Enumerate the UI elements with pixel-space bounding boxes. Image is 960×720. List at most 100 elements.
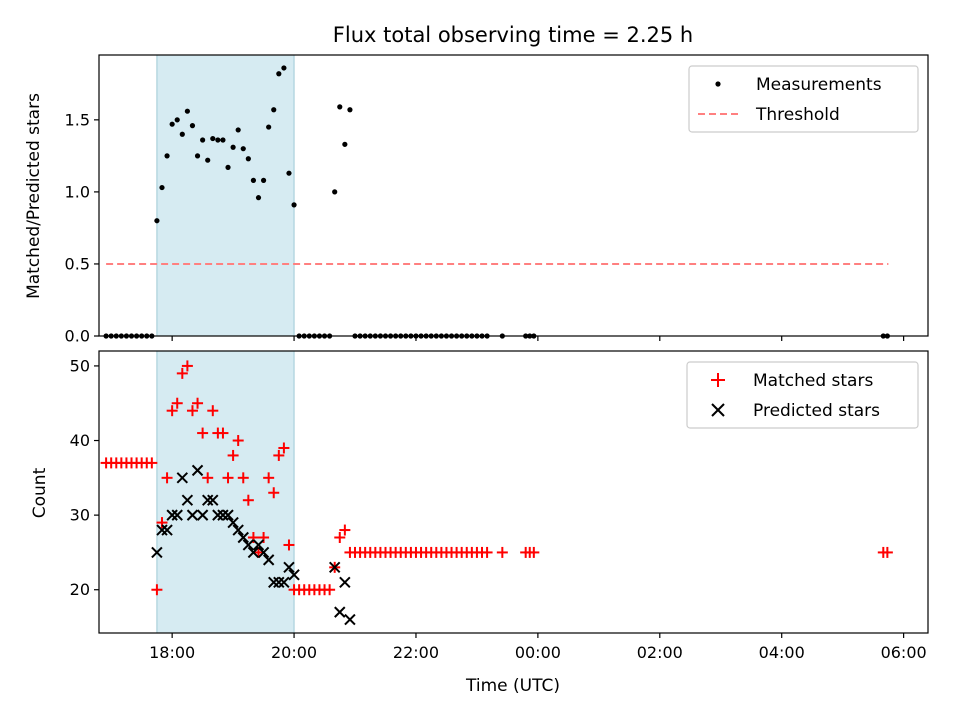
measurement-point: [286, 170, 292, 176]
measurement-point: [215, 137, 221, 143]
top-plot-frame: [98, 54, 929, 337]
y-tick-label: 1.5: [65, 110, 90, 129]
legend-matched-label: Matched stars: [753, 371, 873, 391]
matched-star-point: [237, 472, 249, 484]
measurement-point: [260, 177, 267, 183]
measurement-point: [271, 107, 277, 113]
matched-star-point: [222, 472, 234, 484]
predicted-star-point: [262, 554, 275, 566]
matched-star-point: [186, 405, 198, 417]
predicted-star-point: [283, 561, 295, 574]
predicted-star-point: [191, 464, 204, 477]
matched-star-point: [151, 584, 163, 596]
x-tick-label: 18:00: [149, 643, 195, 662]
legend-measurements-label: Measurements: [756, 75, 882, 95]
matched-star-point: [339, 524, 351, 536]
matched-star-point: [176, 367, 188, 379]
y-tick-label: 1.0: [65, 182, 90, 201]
measurement-point: [342, 141, 348, 147]
matched-star-point: [166, 405, 178, 417]
chart-title: Flux total observing time = 2.25 h: [333, 23, 693, 47]
measurement-point: [169, 121, 175, 127]
predicted-star-point: [328, 561, 341, 574]
measurement-point: [194, 153, 201, 159]
measurement-point: [225, 164, 231, 170]
matched-star-point: [217, 427, 229, 439]
predicted-star-point: [181, 494, 194, 506]
predicted-star-point: [161, 524, 173, 536]
predicted-star-point: [339, 576, 351, 588]
predicted-star-point: [232, 524, 244, 536]
measurement-point: [164, 153, 170, 159]
x-tick-label: 20:00: [271, 643, 317, 662]
predicted-star-point: [207, 494, 219, 506]
top-y-axis: 0.0 0.5 1.0 1.5: [65, 110, 99, 346]
bottom-plot-marks: [100, 360, 893, 626]
matched-star-point: [207, 405, 219, 417]
predicted-star-point: [156, 524, 168, 536]
measurement-point: [332, 189, 338, 195]
matched-star-point: [268, 487, 280, 499]
predicted-star-point: [247, 546, 260, 559]
bottom-panel: 20 30 40 50 18:00 20:00 22:00 00:00 02:00 04:00 0…: [30, 350, 929, 696]
measurement-point: [347, 107, 353, 113]
matched-star-point: [161, 472, 173, 484]
matched-star-point: [171, 397, 183, 409]
measurement-point: [210, 135, 216, 142]
predicted-star-point: [242, 539, 255, 551]
matched-star-point: [181, 360, 193, 372]
measurement-point: [240, 146, 246, 152]
predicted-star-point: [196, 509, 209, 521]
top-legend: Measurements Threshold: [688, 65, 919, 133]
y-tick-label: 20: [70, 580, 90, 599]
measurement-point: [184, 108, 190, 114]
x-tick-label: 06:00: [881, 643, 927, 662]
predicted-star-point: [217, 509, 229, 521]
matched-star-point: [278, 442, 290, 454]
x-tick-label: 22:00: [393, 643, 439, 662]
measurement-point: [179, 131, 185, 137]
legend-predicted-marker: [711, 403, 725, 417]
bottom-plot-frame: [98, 350, 929, 634]
y-tick-label: 40: [70, 431, 90, 450]
predicted-star-point: [344, 613, 356, 626]
measurement-point: [220, 137, 226, 143]
x-tick-label: 02:00: [637, 643, 683, 662]
top-y-axis-label: Matched/Predicted stars: [24, 93, 44, 299]
measurement-point: [235, 127, 241, 133]
measurement-point: [230, 144, 236, 150]
bottom-y-axis: 20 30 40 50: [70, 356, 99, 599]
predicted-star-point: [334, 606, 346, 618]
measurement-point: [291, 202, 297, 208]
predicted-star-point: [176, 472, 189, 484]
bottom-x-axis: 18:00 20:00 22:00 00:00 02:00 04:00 06:00: [149, 633, 927, 662]
measurement-point: [174, 117, 180, 123]
matched-star-point: [496, 546, 508, 558]
matched-star-point: [324, 584, 336, 596]
measurement-point: [281, 65, 287, 71]
y-tick-label: 0.0: [65, 327, 90, 346]
y-tick-label: 0.5: [65, 254, 90, 273]
measurement-point: [205, 157, 211, 163]
top-x-axis-ticks: [171, 336, 905, 341]
matched-star-point: [146, 457, 158, 469]
matched-star-point: [263, 472, 275, 484]
predicted-star-point: [186, 509, 199, 521]
predicted-star-point: [237, 531, 249, 544]
x-tick-label: 04:00: [759, 643, 805, 662]
predicted-star-point: [171, 509, 183, 521]
measurement-point: [154, 218, 160, 224]
legend-predicted-label: Predicted stars: [753, 401, 880, 421]
predicted-star-point: [201, 494, 214, 506]
predicted-star-point: [288, 569, 300, 581]
measurement-point: [159, 184, 165, 191]
y-tick-label: 30: [70, 506, 90, 525]
predicted-star-point: [222, 509, 234, 521]
matched-star-point: [273, 449, 285, 461]
y-tick-label: 50: [70, 356, 90, 375]
measurement-point: [266, 124, 272, 130]
predicted-star-point: [227, 516, 239, 529]
predicted-star-point: [212, 509, 224, 521]
predicted-star-point: [278, 576, 290, 588]
